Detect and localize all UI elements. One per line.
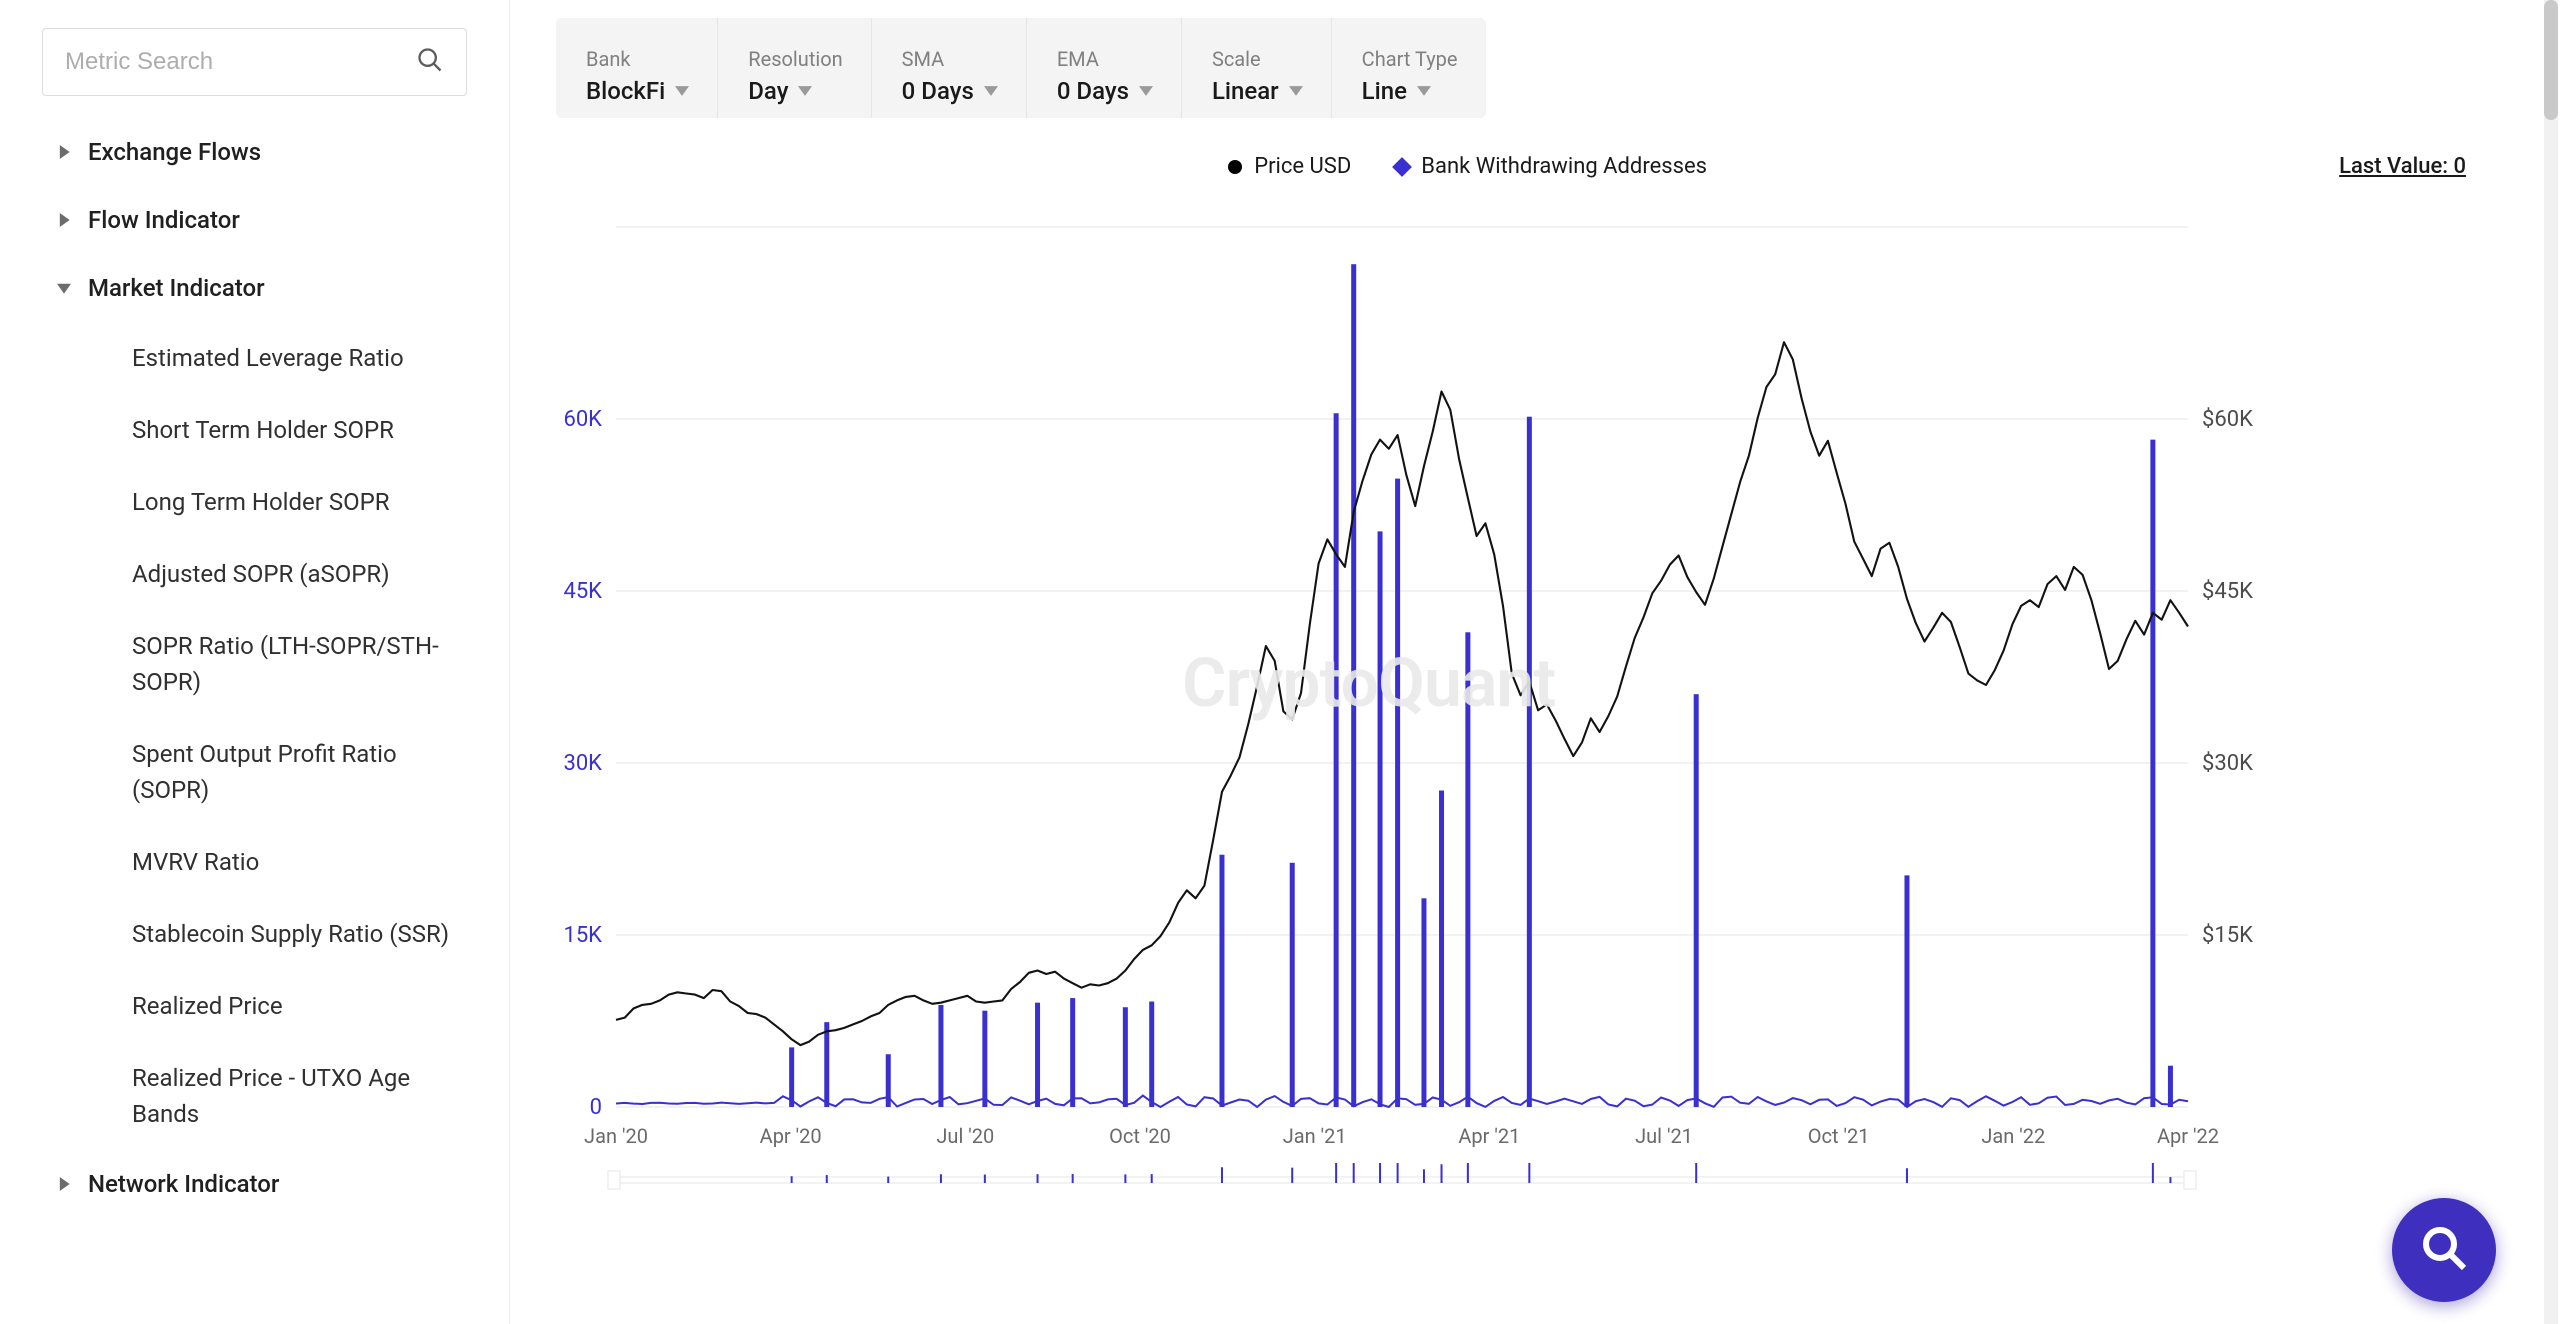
toolbar-dropdown[interactable]: EMA 0 Days — [1027, 18, 1182, 118]
svg-text:Jul '21: Jul '21 — [1635, 1124, 1693, 1148]
dropdown-label: SMA — [902, 47, 998, 71]
dropdown-label: Bank — [586, 47, 689, 71]
svg-text:Jan '20: Jan '20 — [584, 1124, 648, 1148]
svg-text:Oct '21: Oct '21 — [1808, 1124, 1870, 1148]
chevron-down-icon — [1139, 82, 1153, 100]
sidebar-item[interactable]: Spent Output Profit Ratio (SOPR) — [98, 718, 509, 826]
svg-text:$30K: $30K — [2202, 751, 2253, 776]
toolbar-dropdown[interactable]: Scale Linear — [1182, 18, 1332, 118]
sidebar-item[interactable]: SOPR Ratio (LTH-SOPR/STH-SOPR) — [98, 610, 509, 718]
svg-text:Apr '22: Apr '22 — [2157, 1124, 2219, 1148]
toolbar-dropdown[interactable]: Chart Type Line — [1332, 18, 1486, 118]
sidebar-group-label: Market Indicator — [88, 274, 265, 302]
legend-marker-diamond — [1392, 157, 1412, 177]
svg-text:Jan '21: Jan '21 — [1283, 1124, 1347, 1148]
help-fab[interactable] — [2392, 1198, 2496, 1302]
chevron-right-icon — [54, 145, 74, 159]
chevron-down-icon — [54, 281, 74, 295]
sidebar-group[interactable]: Exchange Flows — [10, 118, 509, 186]
chart[interactable]: 0 15K 30K 45K 60K $15K $30K $45K $60K Jan '20 Apr … — [556, 187, 2276, 1197]
sidebar-item[interactable]: Adjusted SOPR (aSOPR) — [98, 538, 509, 610]
search-box[interactable] — [42, 28, 467, 96]
sidebar-item[interactable]: Long Term Holder SOPR — [98, 466, 509, 538]
svg-text:Oct '20: Oct '20 — [1109, 1124, 1171, 1148]
dropdown-value: BlockFi — [586, 77, 665, 105]
sidebar-group[interactable]: Flow Indicator — [10, 186, 509, 254]
sidebar-item[interactable]: Estimated Leverage Ratio — [98, 322, 509, 394]
dropdown-label: Chart Type — [1362, 47, 1458, 71]
svg-text:Jan '22: Jan '22 — [1981, 1124, 2045, 1148]
sidebar-item[interactable]: Realized Price — [98, 970, 509, 1042]
svg-text:60K: 60K — [563, 407, 602, 432]
legend-marker-circle — [1228, 160, 1242, 174]
chart-toolbar: Bank BlockFi Resolution Day SMA 0 Days E… — [556, 18, 1486, 118]
sidebar-group-label: Network Indicator — [88, 1170, 279, 1198]
sidebar-item[interactable]: Realized Price - UTXO Age Bands — [98, 1042, 509, 1150]
toolbar-dropdown[interactable]: Resolution Day — [718, 18, 871, 118]
chevron-down-icon — [984, 82, 998, 100]
sidebar: Exchange Flows Flow Indicator Market Indic… — [0, 0, 510, 1324]
last-value[interactable]: Last Value: 0 — [2339, 154, 2466, 179]
search-icon — [2420, 1224, 2468, 1276]
chevron-down-icon — [675, 82, 689, 100]
chevron-down-icon — [1289, 82, 1303, 100]
sidebar-group[interactable]: Network Indicator — [10, 1150, 509, 1218]
legend-item-price[interactable]: Price USD — [1228, 154, 1351, 179]
svg-text:Apr '20: Apr '20 — [760, 1124, 822, 1148]
dropdown-value: Linear — [1212, 77, 1279, 105]
dropdown-label: Scale — [1212, 47, 1303, 71]
dropdown-value: Line — [1362, 77, 1407, 105]
svg-text:Jul '20: Jul '20 — [936, 1124, 994, 1148]
scroll-track[interactable] — [2544, 0, 2558, 1324]
metric-tree: Exchange Flows Flow Indicator Market Indic… — [0, 118, 509, 1218]
svg-text:$15K: $15K — [2202, 923, 2253, 948]
svg-text:30K: 30K — [563, 751, 602, 776]
svg-text:45K: 45K — [563, 579, 602, 604]
dropdown-value: 0 Days — [1057, 77, 1129, 105]
svg-text:$60K: $60K — [2202, 407, 2253, 432]
dropdown-label: EMA — [1057, 47, 1153, 71]
legend-label: Price USD — [1254, 154, 1351, 179]
svg-text:15K: 15K — [563, 923, 602, 948]
search-input[interactable] — [65, 48, 416, 76]
svg-text:0: 0 — [590, 1095, 602, 1120]
search-icon — [416, 46, 444, 78]
legend: Price USD Bank Withdrawing Addresses — [596, 154, 2339, 179]
sidebar-group-label: Flow Indicator — [88, 206, 240, 234]
sidebar-group-label: Exchange Flows — [88, 138, 261, 166]
svg-text:Apr '21: Apr '21 — [1458, 1124, 1520, 1148]
toolbar-dropdown[interactable]: Bank BlockFi — [556, 18, 718, 118]
dropdown-value: Day — [748, 77, 788, 105]
main: Bank BlockFi Resolution Day SMA 0 Days E… — [510, 0, 2560, 1324]
dropdown-value: 0 Days — [902, 77, 974, 105]
chevron-right-icon — [54, 1177, 74, 1191]
svg-text:$45K: $45K — [2202, 579, 2253, 604]
sidebar-item[interactable]: Short Term Holder SOPR — [98, 394, 509, 466]
chevron-down-icon — [798, 82, 812, 100]
sidebar-group[interactable]: Market Indicator — [10, 254, 509, 322]
chevron-down-icon — [1417, 82, 1431, 100]
toolbar-dropdown[interactable]: SMA 0 Days — [872, 18, 1027, 118]
legend-label: Bank Withdrawing Addresses — [1421, 154, 1707, 179]
legend-item-addresses[interactable]: Bank Withdrawing Addresses — [1395, 154, 1707, 179]
chevron-right-icon — [54, 213, 74, 227]
sidebar-item[interactable]: Stablecoin Supply Ratio (SSR) — [98, 898, 509, 970]
sidebar-item[interactable]: MVRV Ratio — [98, 826, 509, 898]
scroll-thumb[interactable] — [2544, 0, 2558, 120]
dropdown-label: Resolution — [748, 47, 842, 71]
